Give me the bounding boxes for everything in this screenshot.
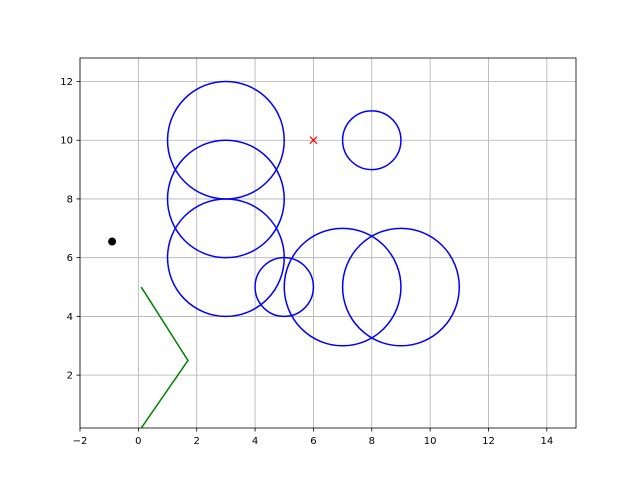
red-x-marker	[309, 136, 318, 145]
x-tick-label: 0	[135, 436, 141, 447]
y-tick-label: 8	[67, 194, 73, 205]
x-tick-label: 10	[424, 436, 437, 447]
x-tick-label: 14	[540, 436, 553, 447]
y-tick-label: 10	[60, 136, 73, 147]
y-tick-label: 12	[60, 77, 73, 88]
plot-frame	[79, 57, 577, 429]
x-tick-label: 2	[194, 436, 200, 447]
red-x-stroke	[309, 136, 318, 145]
circle	[166, 139, 285, 259]
x-tick-label: 4	[252, 436, 258, 447]
green-path-line	[140, 286, 189, 428]
x-tick-label: 6	[310, 436, 316, 447]
circle	[341, 227, 461, 347]
plot-background	[80, 58, 576, 428]
x-tick-label: 8	[369, 436, 375, 447]
circle	[283, 227, 402, 347]
circle	[254, 256, 315, 318]
ticks: −2 0 2 4 6 8 10 12 14 2 4 6 8 10 12	[60, 77, 553, 447]
grid	[79, 58, 576, 428]
data-layer	[108, 80, 461, 428]
y-tick-label: 2	[67, 371, 73, 382]
y-tick-label: 6	[67, 253, 73, 264]
x-tick-label: −2	[73, 436, 88, 447]
y-tick-label: 4	[67, 312, 73, 323]
black-point-marker	[108, 237, 117, 246]
circle	[341, 110, 402, 171]
x-tick-label: 12	[482, 436, 495, 447]
